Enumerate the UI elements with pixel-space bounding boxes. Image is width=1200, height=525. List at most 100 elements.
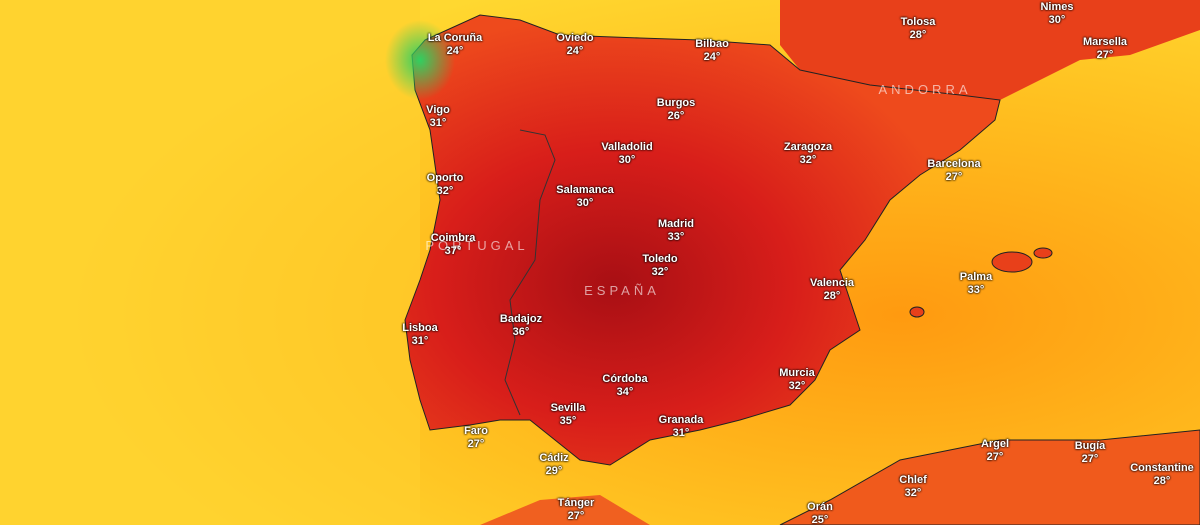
city-label: Toledo 32°: [642, 253, 677, 279]
city-label: Coimbra 37°: [431, 232, 476, 258]
city-name: Chlef: [899, 474, 927, 486]
city-temperature: 33°: [667, 231, 685, 243]
city-temperature: 32°: [904, 487, 922, 499]
city-temperature: 24°: [446, 45, 464, 57]
city-name: Granada: [658, 414, 704, 426]
city-label: Sevilla 35°: [551, 402, 586, 428]
city-temperature: 30°: [1048, 14, 1066, 26]
city-label: Tolosa 28°: [901, 16, 936, 42]
city-name: Marsella: [1082, 36, 1128, 48]
city-name: Toledo: [642, 253, 678, 265]
city-label: Orán 25°: [807, 501, 833, 525]
city-temperature: 28°: [909, 29, 927, 41]
region-label: ANDORRA: [878, 82, 972, 97]
city-name: Salamanca: [556, 184, 614, 196]
city-temperature: 24°: [703, 51, 721, 63]
city-name: Barcelona: [927, 158, 981, 170]
city-label: Zaragoza 32°: [784, 141, 832, 167]
city-name: Oporto: [426, 172, 464, 184]
city-label: Argel 27°: [981, 438, 1009, 464]
city-name: Nimes: [1040, 1, 1074, 13]
city-label: La Coruña 24°: [428, 32, 482, 58]
city-name: Córdoba: [602, 373, 648, 385]
city-label: Chlef 32°: [899, 474, 927, 500]
city-name: Valencia: [809, 277, 855, 289]
city-name: Palma: [959, 271, 993, 283]
city-temperature: 27°: [567, 510, 585, 522]
city-name: Orán: [807, 501, 833, 513]
city-name: Lisboa: [402, 322, 438, 334]
city-label: Murcia 32°: [779, 367, 814, 393]
city-name: Bilbao: [695, 38, 729, 50]
city-name: Oviedo: [556, 32, 594, 44]
city-label: Valencia 28°: [810, 277, 854, 303]
city-label: Tánger 27°: [558, 497, 595, 523]
city-name: Bugía: [1074, 440, 1106, 452]
city-label: Palma 33°: [960, 271, 992, 297]
city-temperature: 31°: [429, 117, 447, 129]
city-name: Murcia: [779, 367, 815, 379]
city-temperature: 36°: [512, 326, 530, 338]
city-temperature: 30°: [576, 197, 594, 209]
city-label: Bilbao 24°: [695, 38, 729, 64]
city-temperature: 27°: [1081, 453, 1099, 465]
city-temperature: 28°: [1153, 475, 1171, 487]
city-label: Granada 31°: [659, 414, 704, 440]
city-name: Constantine: [1130, 462, 1194, 474]
region-label: ESPAÑA: [584, 283, 660, 298]
city-temperature: 27°: [467, 438, 485, 450]
city-label: Oporto 32°: [427, 172, 464, 198]
city-name: La Coruña: [427, 32, 483, 44]
region-label: PORTUGAL: [425, 238, 529, 253]
city-temperature: 32°: [651, 266, 669, 278]
city-label: Nimes 30°: [1040, 1, 1073, 27]
city-label: Badajoz 36°: [500, 313, 542, 339]
city-temperature: 25°: [811, 514, 829, 525]
city-label: Marsella 27°: [1083, 36, 1127, 62]
city-label: Burgos 26°: [657, 97, 696, 123]
city-name: Cádiz: [539, 452, 569, 464]
city-temperature: 32°: [788, 380, 806, 392]
city-name: Tolosa: [900, 16, 936, 28]
city-temperature: 32°: [799, 154, 817, 166]
city-name: Valladolid: [601, 141, 653, 153]
city-name: Coimbra: [430, 232, 476, 244]
city-label: Vigo 31°: [426, 104, 450, 130]
city-name: Zaragoza: [783, 141, 833, 153]
city-label: Madrid 33°: [658, 218, 694, 244]
city-temperature: 37°: [444, 245, 462, 257]
city-temperature: 27°: [945, 171, 963, 183]
city-name: Madrid: [657, 218, 695, 230]
city-temperature: 24°: [566, 45, 584, 57]
city-temperature: 30°: [618, 154, 636, 166]
city-label: Oviedo 24°: [556, 32, 593, 58]
city-label: Córdoba 34°: [602, 373, 647, 399]
city-label: Faro 27°: [464, 425, 488, 451]
city-label: Constantine 28°: [1130, 462, 1194, 488]
city-temperature: 29°: [545, 465, 563, 477]
city-label: Valladolid 30°: [601, 141, 652, 167]
city-name: Vigo: [426, 104, 450, 116]
city-label: Bugía 27°: [1075, 440, 1106, 466]
city-temperature: 28°: [823, 290, 841, 302]
city-name: Sevilla: [550, 402, 586, 414]
city-name: Tánger: [557, 497, 595, 509]
city-label: Barcelona 27°: [927, 158, 980, 184]
city-label: Lisboa 31°: [402, 322, 437, 348]
city-temperature: 27°: [1096, 49, 1114, 61]
city-label: Salamanca 30°: [556, 184, 613, 210]
city-label: Cádiz 29°: [539, 452, 568, 478]
city-name: Argel: [980, 438, 1010, 450]
city-temperature: 31°: [411, 335, 429, 347]
city-name: Badajoz: [499, 313, 543, 325]
city-name: Faro: [464, 425, 488, 437]
city-temperature: 27°: [986, 451, 1004, 463]
city-temperature: 34°: [616, 386, 634, 398]
city-name: Burgos: [656, 97, 696, 109]
city-temperature: 31°: [672, 427, 690, 439]
city-temperature: 26°: [667, 110, 685, 122]
city-temperature: 35°: [559, 415, 577, 427]
city-temperature: 32°: [436, 185, 454, 197]
